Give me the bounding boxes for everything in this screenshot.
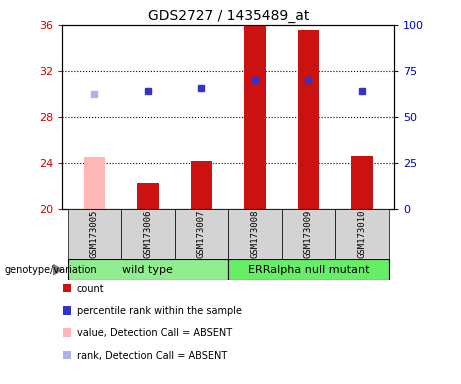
Bar (175, 209, 228, 259)
Bar (298, 30, 319, 209)
Text: GSM173007: GSM173007 (197, 210, 206, 258)
Bar (244, 26, 266, 209)
Bar (63, 284, 71, 292)
Polygon shape (53, 265, 62, 275)
Bar (63, 306, 71, 314)
Bar (335, 209, 389, 259)
Text: wild type: wild type (123, 265, 173, 275)
Bar (228, 209, 282, 259)
Text: value, Detection Call = ABSENT: value, Detection Call = ABSENT (77, 328, 232, 338)
Bar (137, 183, 159, 209)
Bar (121, 209, 175, 259)
Bar (228, 259, 389, 280)
Text: GSM173009: GSM173009 (304, 210, 313, 258)
Text: count: count (77, 284, 105, 294)
Text: GSM173008: GSM173008 (250, 210, 260, 258)
Text: GSM173005: GSM173005 (90, 210, 99, 258)
Text: genotype/variation: genotype/variation (5, 265, 97, 275)
Bar (282, 209, 335, 259)
Text: percentile rank within the sample: percentile rank within the sample (77, 306, 242, 316)
Text: GSM173006: GSM173006 (143, 210, 153, 258)
Bar (63, 351, 71, 359)
Text: rank, Detection Call = ABSENT: rank, Detection Call = ABSENT (77, 351, 227, 361)
Bar (191, 161, 212, 209)
Text: GSM173010: GSM173010 (358, 210, 366, 258)
Bar (68, 259, 228, 280)
Title: GDS2727 / 1435489_at: GDS2727 / 1435489_at (148, 8, 309, 23)
Bar (63, 328, 71, 337)
Text: ERRalpha null mutant: ERRalpha null mutant (248, 265, 369, 275)
Bar (68, 209, 121, 259)
Bar (83, 157, 105, 209)
Bar (351, 156, 373, 209)
